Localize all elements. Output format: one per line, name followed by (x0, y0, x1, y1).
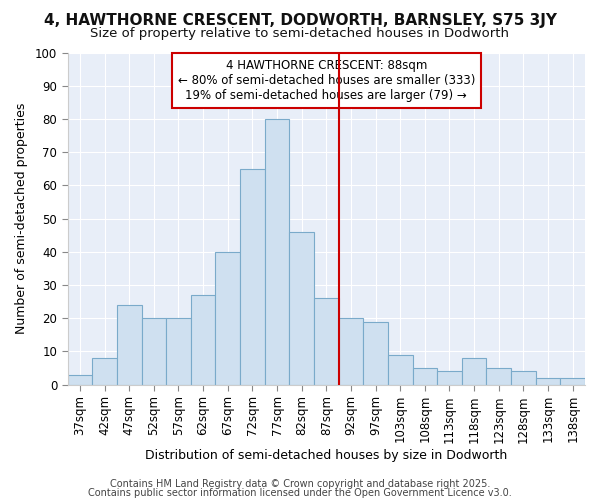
Bar (338, 318, 363, 384)
Bar (413, 368, 437, 384)
Text: 4, HAWTHORNE CRESCENT, DODWORTH, BARNSLEY, S75 3JY: 4, HAWTHORNE CRESCENT, DODWORTH, BARNSLE… (44, 12, 557, 28)
Bar (68, 374, 92, 384)
Bar (215, 252, 240, 384)
Bar (117, 305, 142, 384)
Bar (437, 372, 462, 384)
Bar (166, 318, 191, 384)
Text: 4 HAWTHORNE CRESCENT: 88sqm
← 80% of semi-detached houses are smaller (333)
19% : 4 HAWTHORNE CRESCENT: 88sqm ← 80% of sem… (178, 59, 475, 102)
Bar (487, 368, 511, 384)
Bar (388, 354, 413, 384)
Bar (462, 358, 487, 384)
Bar (191, 295, 215, 384)
Bar (92, 358, 117, 384)
Bar (536, 378, 560, 384)
Text: Size of property relative to semi-detached houses in Dodworth: Size of property relative to semi-detach… (91, 28, 509, 40)
Bar (511, 372, 536, 384)
Bar (289, 232, 314, 384)
Bar (265, 119, 289, 384)
Text: Contains HM Land Registry data © Crown copyright and database right 2025.: Contains HM Land Registry data © Crown c… (110, 479, 490, 489)
Y-axis label: Number of semi-detached properties: Number of semi-detached properties (15, 103, 28, 334)
Bar (142, 318, 166, 384)
X-axis label: Distribution of semi-detached houses by size in Dodworth: Distribution of semi-detached houses by … (145, 450, 508, 462)
Bar (363, 322, 388, 384)
Bar (560, 378, 585, 384)
Bar (240, 168, 265, 384)
Text: Contains public sector information licensed under the Open Government Licence v3: Contains public sector information licen… (88, 488, 512, 498)
Bar (314, 298, 338, 384)
